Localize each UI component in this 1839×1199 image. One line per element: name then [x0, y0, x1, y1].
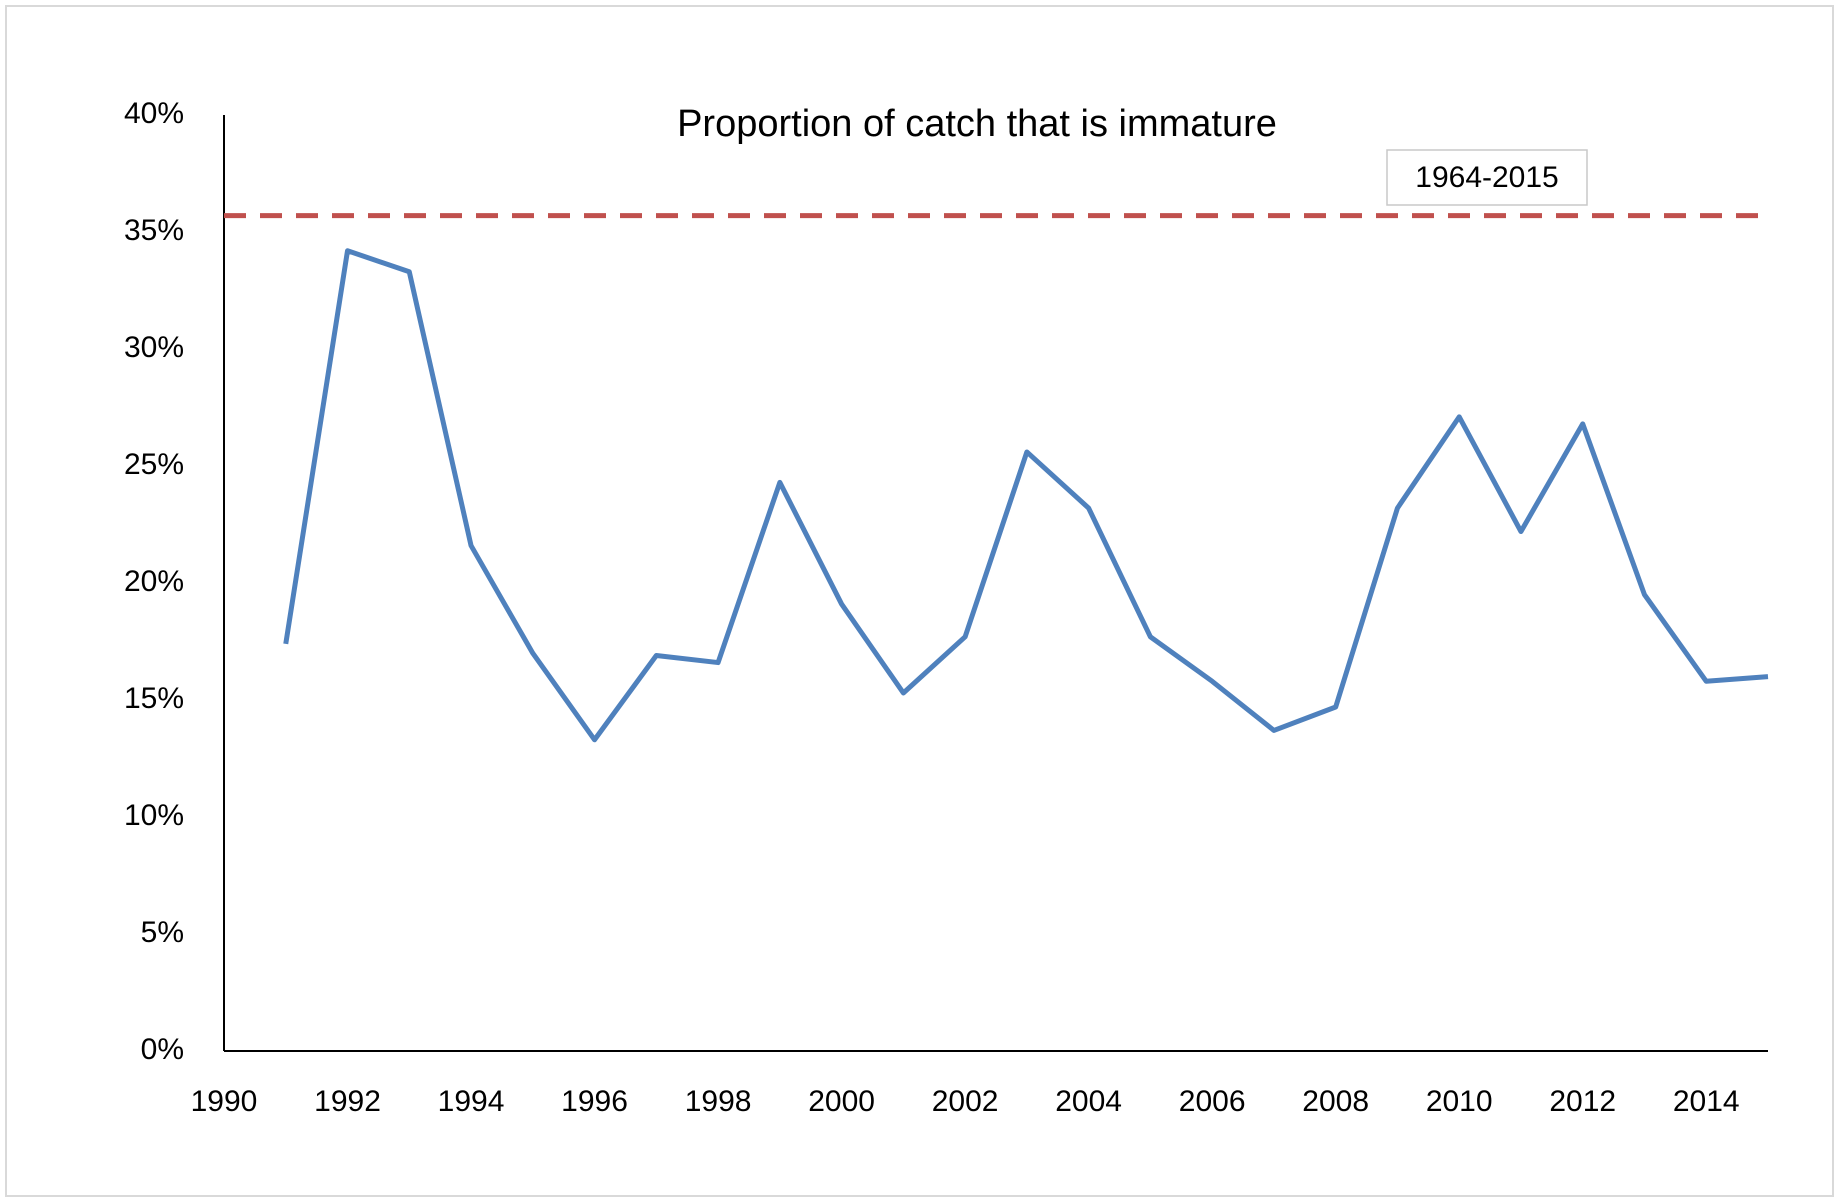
- x-tick-label: 2014: [1673, 1085, 1740, 1118]
- data-line: [283, 248, 1769, 743]
- x-tick-label: 1994: [438, 1085, 505, 1118]
- y-tick-label: 25%: [124, 448, 184, 481]
- y-tick-label: 40%: [124, 97, 184, 130]
- x-tick-label: 2000: [808, 1085, 875, 1118]
- x-tick-label: 1992: [314, 1085, 381, 1118]
- x-tick-label: 1990: [191, 1085, 258, 1118]
- reference-label-box: [1386, 149, 1588, 206]
- x-tick-label: 2006: [1179, 1085, 1246, 1118]
- x-tick-label: 2002: [932, 1085, 999, 1118]
- y-tick-label: 5%: [141, 916, 184, 949]
- x-tick-label: 1998: [685, 1085, 752, 1118]
- y-tick-label: 35%: [124, 214, 184, 247]
- x-tick-label: 2012: [1549, 1085, 1616, 1118]
- y-tick-label: 15%: [124, 682, 184, 715]
- y-tick-label: 30%: [124, 331, 184, 364]
- x-tick-label: 2010: [1426, 1085, 1493, 1118]
- reference-label: 1964-2015: [1415, 161, 1558, 194]
- y-tick-label: 20%: [124, 565, 184, 598]
- y-tick-label: 10%: [124, 799, 184, 832]
- x-tick-label: 1996: [561, 1085, 628, 1118]
- x-tick-label: 2008: [1302, 1085, 1369, 1118]
- y-tick-label: 0%: [141, 1033, 184, 1066]
- chart-title: Proportion of catch that is immature: [677, 103, 1277, 145]
- x-tick-label: 2004: [1055, 1085, 1122, 1118]
